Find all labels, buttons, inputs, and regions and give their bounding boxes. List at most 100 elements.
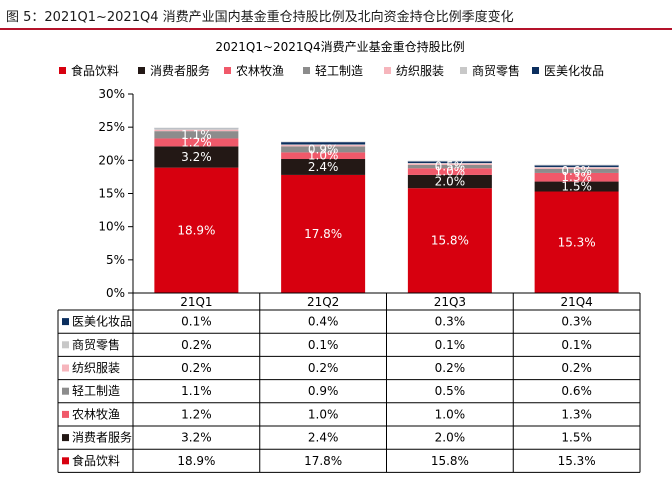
y-tick-label: 10% (98, 220, 125, 234)
table-row-swatch (62, 387, 69, 395)
table-cell: 0.9% (308, 384, 339, 398)
table-row-swatch (62, 341, 69, 349)
table-cell: 0.1% (435, 338, 466, 352)
bar-segment (407, 188, 492, 293)
table-row-swatch (62, 457, 69, 465)
table-cell: 0.1% (561, 338, 592, 352)
table-cell: 0.3% (435, 315, 466, 329)
legend-swatch (303, 67, 310, 74)
bar-value-label: 1.1% (181, 128, 212, 142)
table-cell: 15.8% (431, 454, 469, 468)
y-tick-label: 15% (98, 187, 125, 201)
bar-segment (407, 163, 492, 165)
table-cell: 1.3% (561, 407, 592, 421)
table-cell: 0.6% (561, 384, 592, 398)
legend-label: 农林牧渔 (236, 64, 284, 78)
bar-value-label: 18.9% (177, 223, 215, 237)
table-row-swatch (62, 410, 69, 418)
table-row-label: 纺织服装 (72, 361, 120, 375)
bar-segment (281, 141, 366, 145)
legend-label: 食品饮料 (71, 63, 119, 78)
table-cell: 3.2% (181, 431, 212, 445)
table-row-label: 消费者服务 (72, 430, 132, 445)
x-category-label: 21Q1 (180, 295, 212, 309)
bar-segment (281, 159, 366, 175)
bar-value-label: 15.8% (431, 234, 469, 248)
bar-value-label: 1.3% (561, 170, 592, 184)
bar-segment (154, 138, 239, 147)
chart-title: 2021Q1~2021Q4消费产业基金重仓持股比例 (215, 39, 464, 54)
bar-segment (154, 167, 239, 293)
bar-value-label: 0.5% (435, 160, 466, 174)
table-cell: 2.0% (435, 431, 466, 445)
bar-segment (534, 164, 619, 167)
y-tick-label: 0% (106, 286, 125, 300)
table-cell: 0.2% (435, 361, 466, 375)
x-category-label: 21Q4 (560, 295, 592, 309)
legend-swatch (384, 67, 391, 74)
bar-value-label: 1.0% (435, 165, 466, 179)
bar-segment (281, 152, 366, 160)
table-cell: 15.3% (558, 454, 596, 468)
bar-segment (407, 162, 492, 164)
x-category-label: 21Q3 (434, 295, 466, 309)
table-row-label: 医美化妆品 (72, 315, 132, 329)
bar-segment (154, 131, 239, 139)
bar-segment (534, 191, 619, 293)
table-cell: 0.2% (181, 338, 212, 352)
legend-swatch (460, 67, 467, 74)
legend-swatch (138, 67, 145, 74)
y-tick-label: 5% (106, 253, 125, 267)
bar-segment (407, 174, 492, 189)
bar-value-label: 2.4% (308, 160, 339, 174)
table-cell: 18.9% (177, 454, 215, 468)
bar-segment (281, 145, 366, 147)
table-cell: 1.0% (435, 407, 466, 421)
y-axis: 0% 5% 10% 15% 20% 25% 30% (98, 87, 134, 300)
legend-label: 医美化妆品 (544, 64, 604, 78)
bar-value-label: 15.3% (558, 235, 596, 249)
legend-label: 消费者服务 (150, 63, 210, 78)
table-cell: 2.4% (308, 431, 339, 445)
y-tick-label: 20% (98, 153, 125, 167)
table-cell: 0.2% (181, 361, 212, 375)
y-tick-label: 30% (98, 87, 125, 101)
table-cell: 0.3% (561, 315, 592, 329)
y-tick-label: 25% (98, 120, 125, 134)
bar-segment (154, 129, 239, 132)
data-table: 21Q1 21Q2 21Q3 21Q4 医美化妆品 0.1% 0.4% 0.3% 0.3% 商贸零… (57, 292, 641, 473)
table-cell: 1.2% (181, 407, 212, 421)
bar-segment (534, 181, 619, 192)
bar-value-label: 17.8% (304, 227, 342, 241)
bar-segment (534, 172, 619, 182)
bar-value-label: 2.0% (435, 175, 466, 189)
legend-swatch (532, 67, 539, 74)
bar-value-label: 1.0% (308, 149, 339, 163)
bar-segment (281, 144, 366, 146)
bar-segment (281, 174, 366, 293)
table-row-swatch (62, 318, 69, 326)
table-cell: 0.1% (181, 315, 212, 329)
bar-segment (407, 160, 492, 163)
figure-caption: 图 5：2021Q1~2021Q4 消费产业国内基金重仓持股比例及北向资金持仓比… (6, 10, 514, 25)
legend-label: 轻工制造 (315, 64, 363, 78)
legend-swatch (59, 67, 66, 74)
bar-value-label: 0.9% (308, 142, 339, 156)
bar-value-label: 1.2% (181, 135, 212, 149)
table-row-label: 食品饮料 (72, 453, 120, 468)
bar-value-label: 3.2% (181, 150, 212, 164)
table-cell: 1.5% (561, 431, 592, 445)
bar-segment (534, 168, 619, 173)
table-cell: 0.4% (308, 315, 339, 329)
bars: 18.9%3.2%1.2%1.1%17.8%2.4%1.0%0.9%15.8%2… (154, 127, 619, 293)
table-cell: 0.1% (308, 338, 339, 352)
bar-segment (154, 146, 239, 168)
table-cell: 0.2% (308, 361, 339, 375)
bar-segment (534, 167, 619, 169)
table-row-swatch (62, 434, 69, 442)
table-cell: 0.5% (435, 384, 466, 398)
caption-rule (0, 28, 672, 30)
bar-segment (407, 168, 492, 175)
table-row-swatch (62, 364, 69, 372)
